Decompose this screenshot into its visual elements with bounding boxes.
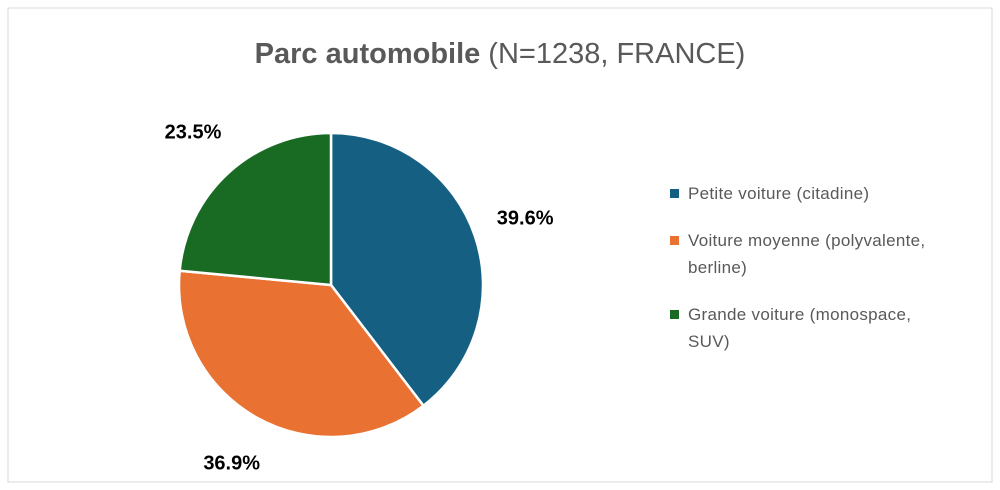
data-label: 39.6% — [497, 207, 554, 229]
legend-item: Voiture moyenne (polyvalente, berline) — [668, 227, 938, 281]
legend-label: Petite voiture (citadine) — [688, 184, 870, 203]
legend: Petite voiture (citadine) Voiture moyenne… — [668, 180, 938, 375]
title-main: Parc automobile — [255, 38, 481, 70]
legend-swatch — [670, 310, 679, 319]
chart-frame — [7, 7, 993, 483]
pie-slice — [178, 131, 333, 287]
legend-swatch — [670, 236, 679, 245]
data-label: 36.9% — [203, 453, 260, 475]
legend-item: Grande voiture (monospace, SUV) — [668, 301, 938, 355]
legend-label: Grande voiture (monospace, SUV) — [688, 305, 912, 351]
legend-swatch — [670, 189, 679, 198]
chart-title: Parc automobile (N=1238, FRANCE) — [255, 38, 746, 70]
title-detail: (N=1238, FRANCE) — [488, 38, 745, 70]
legend-label: Voiture moyenne (polyvalente, berline) — [688, 231, 926, 277]
data-label: 23.5% — [165, 122, 222, 144]
pie-slice — [177, 269, 426, 439]
pie-slice — [329, 131, 485, 408]
legend-item: Petite voiture (citadine) — [668, 180, 938, 207]
